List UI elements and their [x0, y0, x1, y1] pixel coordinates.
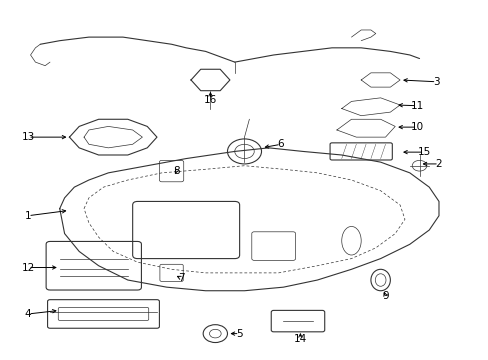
Text: 1: 1	[25, 211, 31, 221]
Text: 14: 14	[293, 334, 306, 344]
Text: 6: 6	[277, 139, 284, 149]
Text: 10: 10	[410, 122, 423, 132]
Text: 7: 7	[178, 273, 184, 283]
Text: 12: 12	[21, 262, 35, 273]
Text: 4: 4	[25, 309, 31, 319]
Text: 16: 16	[203, 95, 217, 105]
Text: 9: 9	[382, 291, 388, 301]
Text: 13: 13	[21, 132, 35, 142]
Text: 3: 3	[432, 77, 439, 87]
Text: 2: 2	[435, 159, 442, 169]
Text: 5: 5	[236, 329, 243, 339]
Text: 15: 15	[417, 147, 430, 157]
Text: 8: 8	[173, 166, 180, 176]
Text: 11: 11	[409, 101, 423, 111]
